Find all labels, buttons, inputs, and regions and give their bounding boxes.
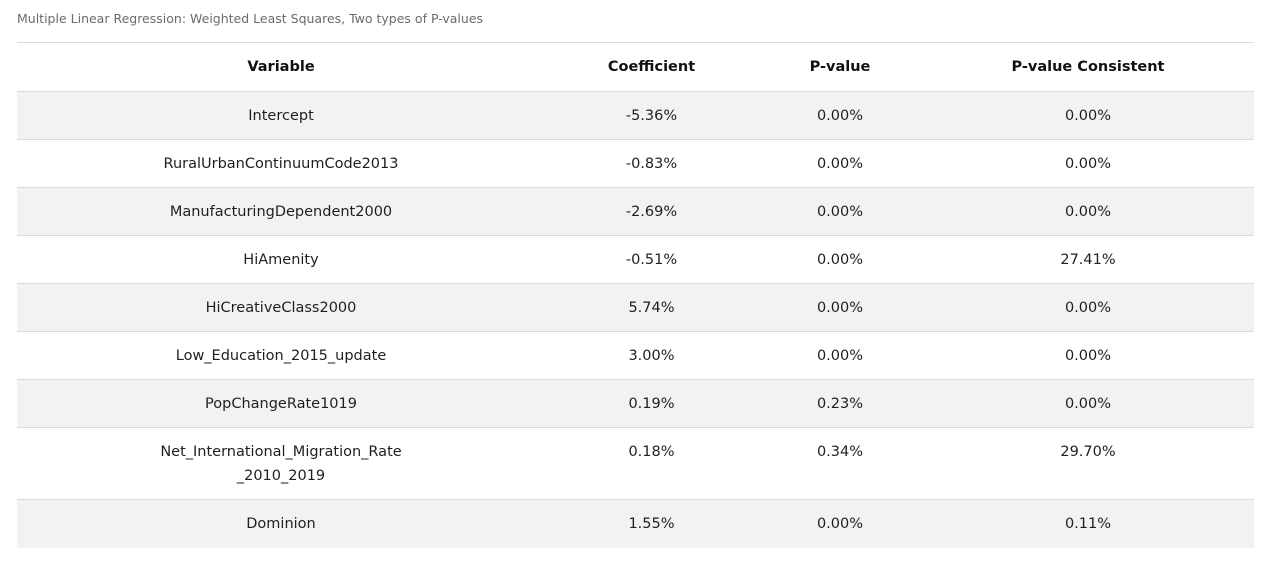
cell-coefficient: 5.74% <box>628 300 675 316</box>
cell-pvalue: 0.00% <box>816 156 864 172</box>
cell-pvalue: 0.00% <box>816 348 864 364</box>
cell-variable: HiCreativeClass2000 <box>205 300 357 316</box>
cell-pvalue: 0.23% <box>816 396 864 412</box>
cell-coefficient: 3.00% <box>628 348 675 364</box>
table-row: Intercept -5.36% 0.00% 0.00% <box>17 91 1254 140</box>
regression-results-table: Variable Coefficient P-value P-value Con… <box>17 42 1254 548</box>
cell-coefficient: -0.83% <box>625 156 678 172</box>
cell-pvalue: 0.34% <box>816 444 864 460</box>
table-row: ManufacturingDependent2000 -2.69% 0.00% … <box>17 187 1254 236</box>
cell-variable: Intercept <box>248 108 314 124</box>
cell-coefficient: -0.51% <box>625 252 678 268</box>
table-row: RuralUrbanContinuumCode2013 -0.83% 0.00%… <box>17 139 1254 188</box>
cell-coefficient: -2.69% <box>625 204 678 220</box>
cell-variable: PopChangeRate1019 <box>205 396 357 412</box>
cell-variable-line-2: _2010_2019 <box>236 468 326 484</box>
table-row: Net_International_Migration_Rate _2010_2… <box>17 427 1254 500</box>
cell-variable: RuralUrbanContinuumCode2013 <box>163 156 399 172</box>
cell-pvalue: 0.00% <box>816 108 864 124</box>
cell-coefficient: 1.55% <box>628 516 675 532</box>
table-caption: Multiple Linear Regression: Weighted Lea… <box>17 11 484 26</box>
cell-pvalue: 0.00% <box>816 516 864 532</box>
cell-pvalue: 0.00% <box>816 204 864 220</box>
table-row: HiCreativeClass2000 5.74% 0.00% 0.00% <box>17 283 1254 332</box>
table-row: HiAmenity -0.51% 0.00% 27.41% <box>17 235 1254 284</box>
cell-pvalue-consistent: 0.00% <box>1064 300 1112 316</box>
cell-variable: Dominion <box>246 516 316 532</box>
cell-coefficient: 0.19% <box>628 396 675 412</box>
table-row: Low_Education_2015_update 3.00% 0.00% 0.… <box>17 331 1254 380</box>
cell-pvalue-consistent: 0.00% <box>1064 396 1112 412</box>
cell-coefficient: 0.18% <box>628 444 675 460</box>
cell-coefficient: -5.36% <box>625 108 678 124</box>
table-row: PopChangeRate1019 0.19% 0.23% 0.00% <box>17 379 1254 428</box>
cell-pvalue-consistent: 0.00% <box>1064 156 1112 172</box>
cell-variable: Low_Education_2015_update <box>175 348 387 364</box>
cell-pvalue: 0.00% <box>816 300 864 316</box>
cell-pvalue-consistent: 27.41% <box>1060 252 1116 268</box>
table-header-row: Variable Coefficient P-value P-value Con… <box>17 42 1254 92</box>
cell-variable-line-1: Net_International_Migration_Rate <box>160 444 402 460</box>
cell-variable: ManufacturingDependent2000 <box>169 204 393 220</box>
cell-pvalue-consistent: 0.00% <box>1064 348 1112 364</box>
cell-pvalue-consistent: 0.11% <box>1064 516 1112 532</box>
table-row: Dominion 1.55% 0.00% 0.11% <box>17 499 1254 548</box>
header-pvalue: P-value <box>809 59 871 75</box>
cell-variable: HiAmenity <box>243 252 319 268</box>
header-coefficient: Coefficient <box>607 59 696 75</box>
cell-pvalue: 0.00% <box>816 252 864 268</box>
header-pvalue-consistent: P-value Consistent <box>1011 59 1165 75</box>
header-variable: Variable <box>247 59 315 75</box>
cell-variable: Net_International_Migration_Rate _2010_2… <box>17 428 545 500</box>
cell-pvalue-consistent: 29.70% <box>1060 444 1116 460</box>
cell-pvalue-consistent: 0.00% <box>1064 108 1112 124</box>
cell-pvalue-consistent: 0.00% <box>1064 204 1112 220</box>
